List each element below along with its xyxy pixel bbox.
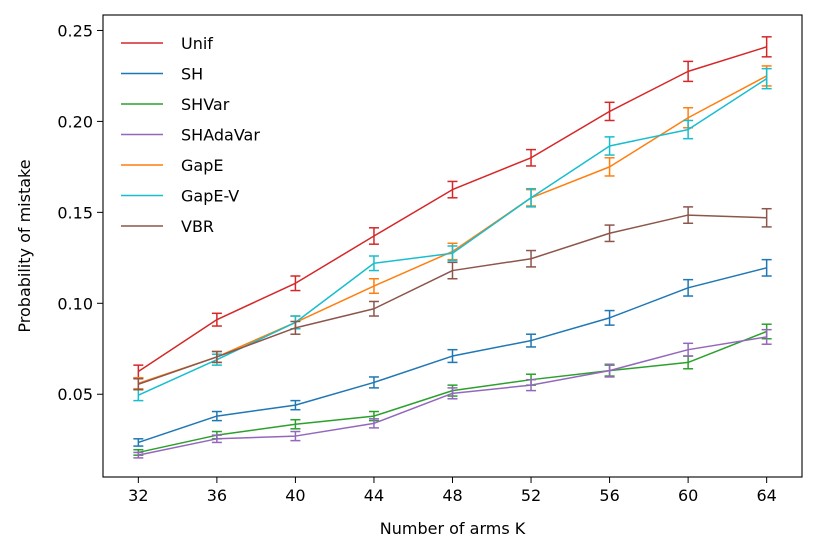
legend-item: VBR xyxy=(121,217,214,236)
series-line xyxy=(138,336,767,456)
x-tick-label: 60 xyxy=(678,486,698,505)
legend-item: SHAdaVar xyxy=(121,126,260,145)
x-tick-label: 52 xyxy=(521,486,541,505)
series-unif xyxy=(133,36,772,379)
series-line xyxy=(138,267,767,444)
legend-item: SHVar xyxy=(121,95,230,114)
plot-marks xyxy=(133,36,772,459)
legend-label: GapE-V xyxy=(181,187,239,206)
legend-item: Unif xyxy=(121,34,213,53)
legend-label: GapE xyxy=(181,156,223,175)
series-line xyxy=(138,214,767,385)
legend-label: SHVar xyxy=(181,95,230,114)
legend: Unif SH SHVar SHAdaVar GapE GapE-V VBR xyxy=(121,34,260,236)
legend-label: SHAdaVar xyxy=(181,126,260,145)
legend-label: Unif xyxy=(181,34,213,53)
series-vbr xyxy=(133,206,772,391)
y-tick-label: 0.05 xyxy=(57,385,93,404)
x-tick-label: 36 xyxy=(207,486,227,505)
series-sh xyxy=(133,258,772,447)
legend-item: GapE xyxy=(121,156,223,175)
y-tick-label: 0.25 xyxy=(57,21,93,40)
x-axis-label: Number of arms K xyxy=(380,519,526,538)
x-tick-label: 56 xyxy=(599,486,619,505)
y-tick-label: 0.20 xyxy=(57,112,93,131)
y-axis: 0.05 0.10 0.15 0.20 0.25 xyxy=(57,21,103,404)
series-shadavar xyxy=(133,328,772,459)
x-tick-label: 48 xyxy=(442,486,462,505)
series-line xyxy=(137,46,767,373)
y-tick-label: 0.10 xyxy=(57,294,93,313)
x-tick-label: 32 xyxy=(128,486,148,505)
y-tick-label: 0.15 xyxy=(57,203,93,222)
y-axis-label: Probability of mistake xyxy=(15,159,34,332)
legend-item: SH xyxy=(121,65,203,84)
legend-label: VBR xyxy=(181,217,214,236)
x-tick-label: 44 xyxy=(364,486,384,505)
x-tick-label: 64 xyxy=(756,486,776,505)
x-tick-label: 40 xyxy=(285,486,305,505)
legend-label: SH xyxy=(181,65,203,84)
x-axis: 32 36 40 44 48 52 56 60 64 xyxy=(128,477,777,505)
legend-item: GapE-V xyxy=(121,187,239,206)
